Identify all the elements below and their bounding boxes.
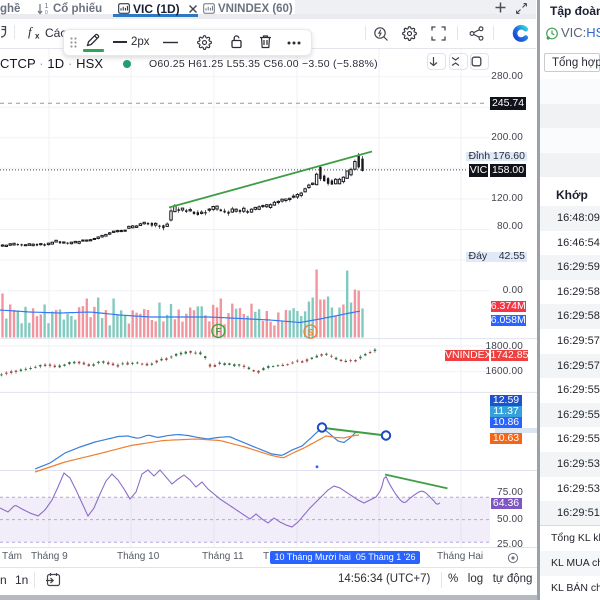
svg-text:S: S: [307, 327, 313, 337]
svg-text:f: f: [28, 25, 34, 39]
svg-text:F: F: [216, 327, 222, 337]
svg-text:1: 1: [45, 3, 49, 10]
svg-text:x: x: [35, 32, 40, 40]
svg-text:0: 0: [45, 10, 48, 15]
